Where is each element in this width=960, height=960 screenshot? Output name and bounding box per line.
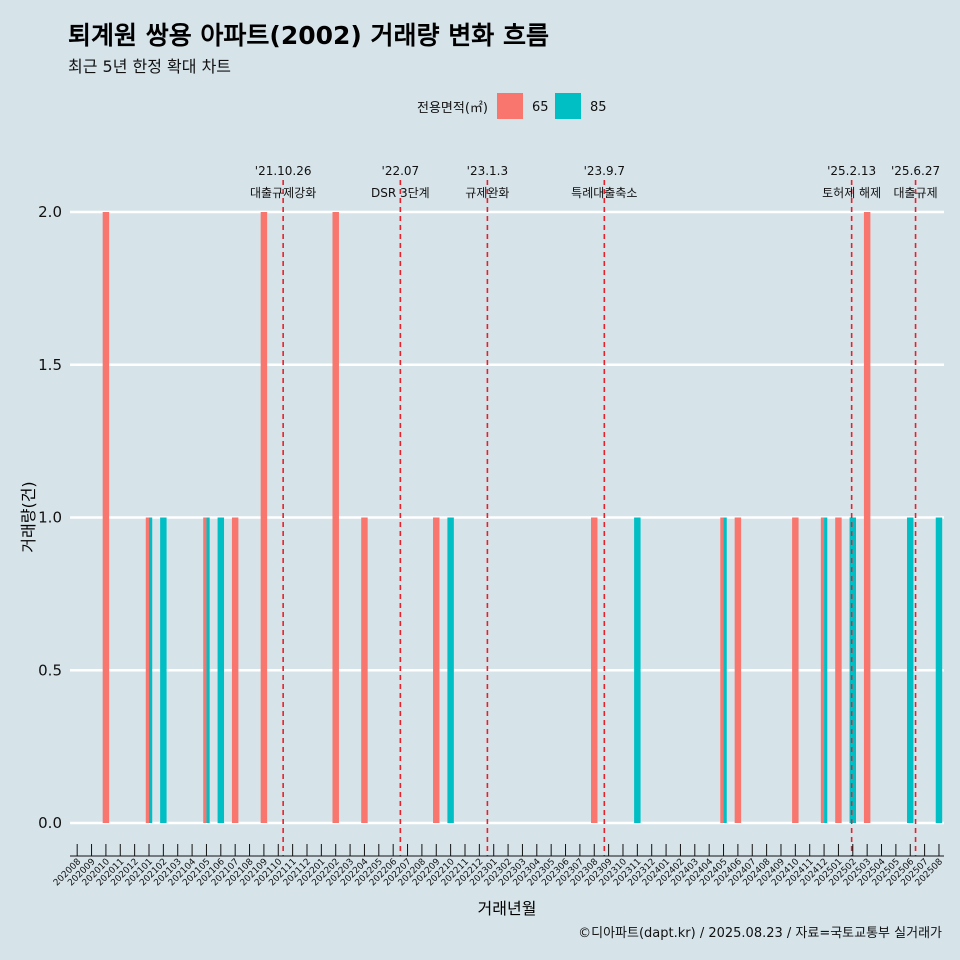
event-date: '25.2.13 [827, 164, 876, 178]
bar-85-202102 [160, 517, 167, 823]
chart-subtitle: 최근 5년 한정 확대 차트 [68, 57, 232, 76]
bar-65-202406 [734, 517, 742, 823]
y-tick-label: 0.0 [38, 814, 62, 832]
legend-swatch-85 [555, 93, 581, 119]
event-date: '23.9.7 [584, 164, 625, 178]
x-axis-title: 거래년월 [478, 899, 537, 918]
chart-title: 퇴계원 쌍용 아파트(2002) 거래량 변화 흐름 [68, 21, 549, 50]
bar-85-202210 [447, 517, 454, 823]
y-tick-label: 1.5 [38, 356, 62, 374]
bar-65-202209 [433, 517, 440, 823]
legend-title: 전용면적(㎡) [417, 101, 488, 116]
bar-65-202204 [361, 517, 368, 823]
bar-65-202109 [260, 212, 268, 823]
bar-65-202412 [820, 517, 825, 823]
event-date: '23.1.3 [467, 164, 508, 178]
legend: 전용면적(㎡) 65 85 [417, 93, 607, 119]
bar-85-202405 [723, 517, 727, 823]
event-label: 특례대출축소 [571, 186, 637, 200]
bar-65-202410 [792, 517, 799, 823]
y-axis-title: 거래량(건) [19, 481, 38, 552]
event-label: DSR 3단계 [371, 186, 430, 200]
bar-85-202101 [149, 517, 153, 823]
event-label: 대출규제강화 [250, 186, 316, 200]
grid-lines [70, 210, 944, 825]
bar-85-202506 [907, 517, 914, 823]
bar-65-202105 [203, 517, 207, 823]
event-label: 대출규제 [893, 186, 937, 200]
event-label: 규제완화 [465, 186, 509, 200]
bar-65-202503 [863, 212, 871, 823]
y-tick-label: 1.0 [38, 509, 62, 527]
y-tick-label: 0.5 [38, 661, 62, 679]
bar-85-202502 [849, 517, 857, 823]
source-caption: ©디아파트(dapt.kr) / 2025.08.23 / 자료=국토교통부 실… [578, 926, 942, 941]
bar-85-202508 [935, 517, 943, 823]
x-axis: 2020082020092020102020112020122021012021… [52, 844, 945, 888]
bar-65-202202 [332, 212, 339, 823]
bar-65-202501 [835, 517, 842, 823]
event-label: 토허제 해제 [822, 186, 881, 200]
y-axis: 0.0 0.5 1.0 1.5 2.0 [38, 203, 62, 832]
bar-65-202101 [145, 517, 149, 823]
bar-85-202106 [217, 517, 225, 823]
event-lines: '21.10.26 대출규제강화 '22.07 DSR 3단계 '23.1.3 규제완화 '… [250, 164, 940, 856]
bar-65-202010 [102, 212, 110, 823]
y-tick-label: 2.0 [38, 203, 62, 221]
event-date: '21.10.26 [255, 164, 312, 178]
bar-85-202412 [824, 517, 828, 823]
legend-label-85: 85 [590, 100, 607, 115]
bar-65-202107 [231, 517, 239, 823]
bar-65-202405 [720, 517, 724, 823]
legend-swatch-65 [497, 93, 523, 119]
bar-65-202308 [591, 517, 598, 823]
legend-label-65: 65 [532, 100, 549, 115]
bar-85-202105 [206, 517, 210, 823]
bar-85-202311 [634, 517, 641, 823]
bars [102, 212, 943, 823]
event-date: '22.07 [382, 164, 420, 178]
event-date: '25.6.27 [891, 164, 940, 178]
